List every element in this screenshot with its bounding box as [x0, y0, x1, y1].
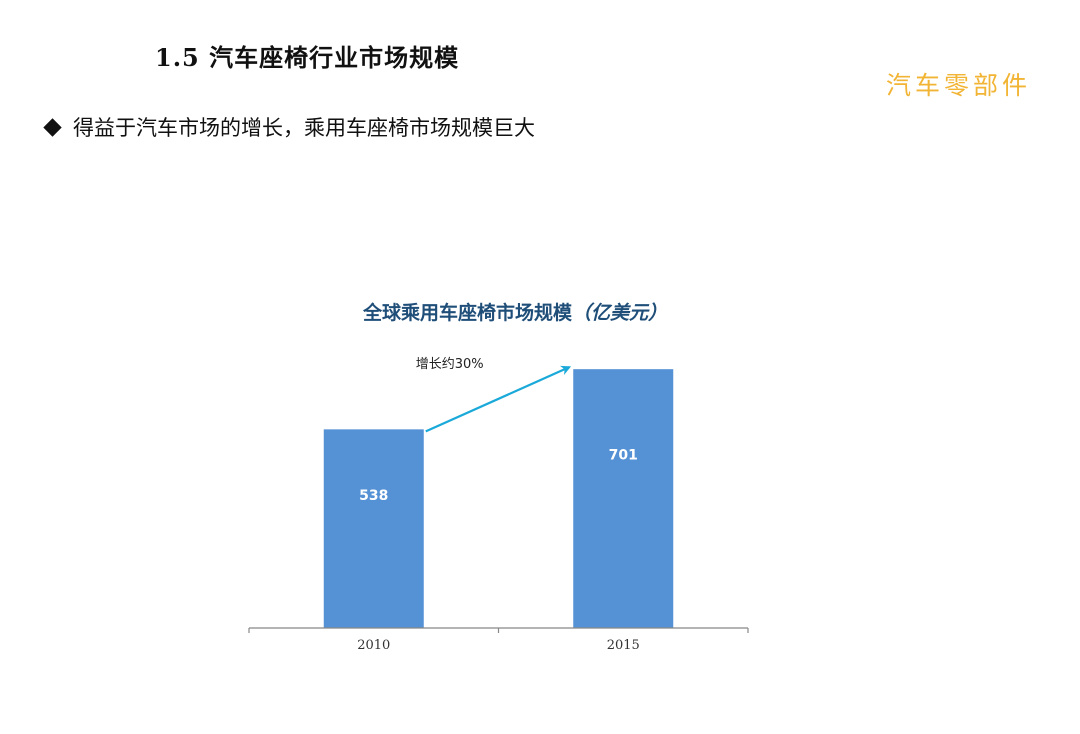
x-tick-label-2015: 2015: [607, 638, 640, 653]
chart-title: 全球乘用车座椅市场规模（亿美元）: [250, 298, 780, 325]
bar-2015: [573, 369, 674, 628]
value-label-2015: 701: [609, 448, 638, 464]
value-label-2010: 538: [359, 488, 388, 504]
page-title: 1.5 汽车座椅行业市场规模: [155, 43, 460, 72]
bullet-text: 得益于汽车市场的增长，乘用车座椅市场规模巨大: [73, 116, 535, 140]
x-tick-label-2010: 2010: [357, 638, 390, 653]
bar-2010: [323, 429, 424, 628]
growth-annotation: 增长约30%: [416, 357, 484, 372]
chart-title-main: 全球乘用车座椅市场规模: [362, 302, 572, 324]
watermark-top: 汽车零部件: [886, 71, 1032, 100]
chart-title-unit: （亿美元）: [572, 302, 668, 324]
growth-arrow: [425, 365, 572, 433]
bullet-point: 得益于汽车市场的增长，乘用车座椅市场规模巨大: [42, 112, 535, 142]
